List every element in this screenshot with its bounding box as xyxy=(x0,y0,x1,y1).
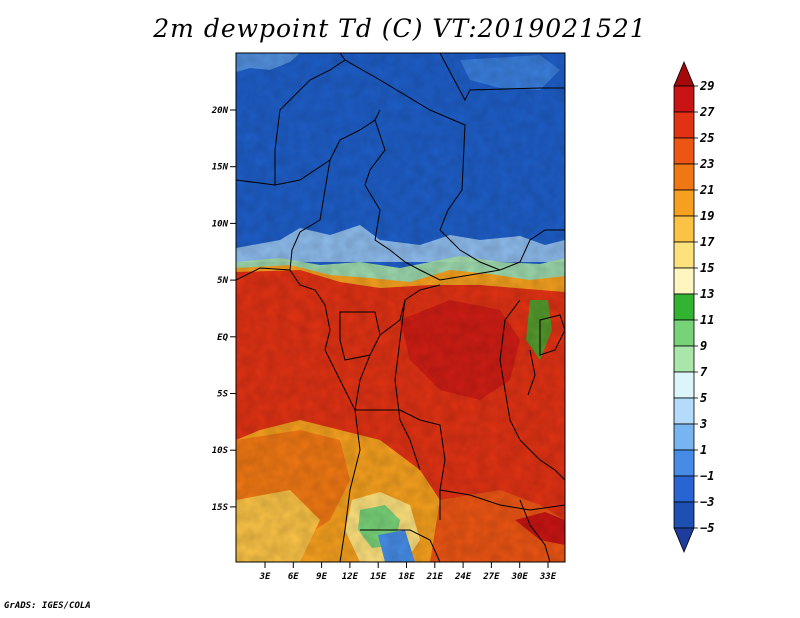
colorbar-label: −3 xyxy=(700,495,714,509)
colorbar-swatch xyxy=(673,397,695,425)
colorbar-top-arrow xyxy=(673,60,695,87)
coastline xyxy=(236,267,361,562)
colorbar-label: 19 xyxy=(700,209,714,223)
colorbar-label: 23 xyxy=(699,157,714,171)
colorbar-swatch xyxy=(673,501,695,529)
map-title: 2m dewpoint Td (C) VT:2019021521 xyxy=(153,14,647,43)
colorbar-swatch xyxy=(673,137,695,165)
colorbar-label: 11 xyxy=(700,313,714,327)
colorbar-label: 7 xyxy=(700,365,708,379)
country-borders xyxy=(236,53,565,562)
colorbar-swatch xyxy=(673,475,695,503)
lon-tick-label: 24E xyxy=(454,572,472,582)
colorbar-swatch xyxy=(673,293,695,321)
colorbar-label: 27 xyxy=(699,105,715,119)
colorbar-swatch xyxy=(673,449,695,477)
colorbar-bottom-arrow xyxy=(673,527,695,554)
colorbar-label: 1 xyxy=(700,443,707,457)
colorbar-label: 15 xyxy=(700,261,714,275)
colorbar-label: 13 xyxy=(700,287,714,301)
colorbar-label: −5 xyxy=(700,521,714,535)
lon-tick-label: 18E xyxy=(398,572,415,582)
lon-tick-label: 21E xyxy=(426,572,444,582)
lon-tick-label: 3E xyxy=(259,572,271,582)
latitude-axis: 20N 15N 10N 5N EQ 5S 10S 15S xyxy=(211,106,236,513)
colorbar-label: 3 xyxy=(699,417,707,431)
lat-tick-label: 10N xyxy=(212,219,229,229)
lon-tick-label: 9E xyxy=(316,572,327,582)
colorbar-label: 25 xyxy=(699,131,714,145)
colorbar-swatch xyxy=(673,189,695,217)
colorbar: 29 27 25 23 21 19 17 15 13 11 9 7 5 3 1 −1 −3 −5 xyxy=(673,60,715,554)
lat-tick-label: 5N xyxy=(217,276,228,286)
colorbar-swatch xyxy=(673,345,695,373)
texture-overlay xyxy=(236,53,565,562)
lat-tick-label: 15N xyxy=(212,163,229,173)
map-frame xyxy=(235,52,566,563)
lon-tick-label: 33E xyxy=(539,572,557,582)
colorbar-swatch xyxy=(673,371,695,399)
colorbar-label: −1 xyxy=(700,469,714,483)
colorbar-swatch xyxy=(673,163,695,191)
colorbar-swatch xyxy=(673,111,695,139)
colorbar-label: 17 xyxy=(700,235,715,249)
lat-tick-label: EQ xyxy=(217,333,228,343)
lon-tick-label: 30E xyxy=(511,572,529,582)
colorbar-label: 29 xyxy=(699,79,714,93)
longitude-axis: 3E 6E 9E 12E 15E 18E 21E 24E 27E 30E 33E xyxy=(259,562,557,582)
map-plot-area xyxy=(236,53,565,562)
colorbar-label: 21 xyxy=(699,183,714,197)
colorbar-label: 5 xyxy=(700,391,707,405)
lat-tick-label: 15S xyxy=(212,503,229,513)
colorbar-swatch xyxy=(673,319,695,347)
colorbar-swatch xyxy=(673,215,695,243)
lon-tick-label: 15E xyxy=(370,572,387,582)
colorbar-swatch xyxy=(673,85,695,113)
lat-tick-label: 10S xyxy=(212,446,229,456)
lat-tick-label: 5S xyxy=(217,390,228,400)
colorbar-swatch xyxy=(673,267,695,295)
lon-tick-label: 12E xyxy=(342,572,359,582)
colorbar-swatch xyxy=(673,241,695,269)
lon-tick-label: 6E xyxy=(288,572,299,582)
lon-tick-label: 27E xyxy=(482,572,500,582)
grads-credit: GrADS: IGES/COLA xyxy=(4,601,91,611)
lat-tick-label: 20N xyxy=(211,106,229,116)
colorbar-swatch xyxy=(673,423,695,451)
colorbar-label: 9 xyxy=(700,339,707,353)
